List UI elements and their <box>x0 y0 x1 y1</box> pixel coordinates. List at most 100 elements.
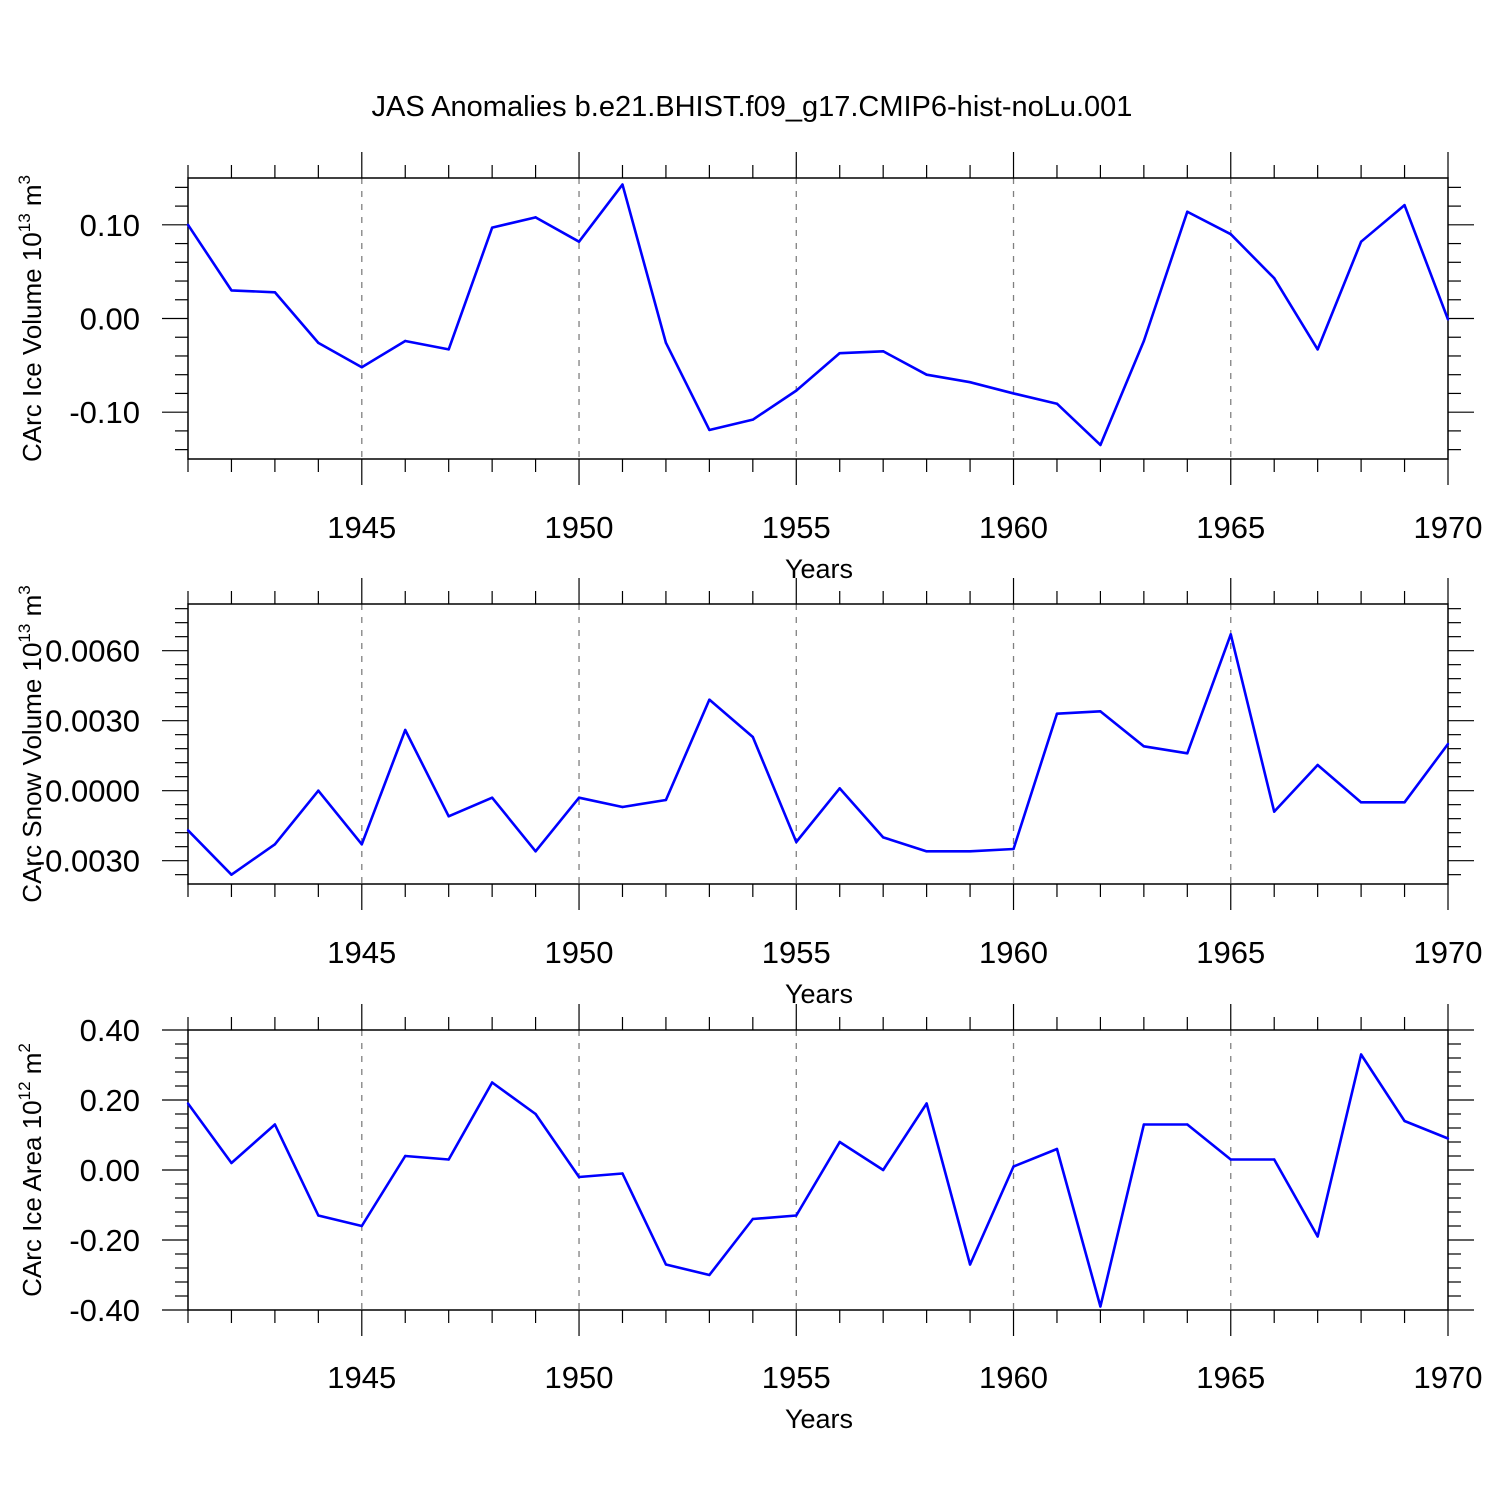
data-point-1959 <box>968 850 972 853</box>
data-points <box>186 183 1450 447</box>
data-point-1964 <box>1186 210 1189 213</box>
y-axis-label-exponent: 13 <box>15 624 34 643</box>
data-point-1963 <box>1142 745 1146 748</box>
y-tick-label: 0.00 <box>80 1153 140 1188</box>
data-point-1954 <box>751 735 755 739</box>
y-axis-label-exponent: 13 <box>15 213 34 232</box>
data-point-1945 <box>360 843 363 846</box>
y-axis-label-exponent: 12 <box>15 1081 34 1100</box>
data-point-1961 <box>1055 712 1059 715</box>
data-point-1960 <box>1012 847 1015 851</box>
y-ticks <box>162 186 1474 451</box>
y-axis-label-unit: m <box>17 1053 47 1082</box>
data-point-1968 <box>1359 240 1363 243</box>
x-axis-label: Years <box>785 1404 853 1434</box>
data-point-1970 <box>1446 1137 1450 1140</box>
data-points <box>186 1053 1450 1308</box>
data-point-1952 <box>664 341 668 345</box>
y-tick-label: 0.0000 <box>45 774 140 809</box>
data-point-1969 <box>1403 1119 1406 1123</box>
data-point-1967 <box>1316 763 1319 767</box>
y-axis-label: CArc Ice Volume 1013 m3 <box>15 175 47 462</box>
data-point-1955 <box>795 389 798 392</box>
data-point-1953 <box>708 428 711 432</box>
data-point-1952 <box>664 798 668 802</box>
y-tick-label: -0.40 <box>69 1293 140 1328</box>
figure-title: JAS Anomalies b.e21.BHIST.f09_g17.CMIP6-… <box>372 91 1133 123</box>
y-axis-label: CArc Ice Area 1012 m2 <box>15 1043 47 1297</box>
x-ticks <box>187 1004 1449 1336</box>
data-point-1955 <box>795 1214 798 1217</box>
data-point-1961 <box>1055 402 1059 405</box>
y-axis-label-unit: m <box>17 184 47 213</box>
x-tick-label: 1950 <box>545 935 614 970</box>
data-point-1942 <box>230 289 233 292</box>
data-point-1960 <box>1012 1165 1015 1168</box>
data-point-1941 <box>186 829 190 832</box>
data-point-1944 <box>317 789 320 792</box>
x-tick-label: 1955 <box>762 510 831 545</box>
data-point-1943 <box>273 1123 277 1126</box>
data-point-1952 <box>664 1263 668 1266</box>
data-point-1957 <box>881 1168 885 1172</box>
y-tick-label: -0.0030 <box>35 844 140 879</box>
x-tick-label: 1960 <box>979 510 1048 545</box>
data-point-1950 <box>577 1175 581 1179</box>
data-point-1947 <box>447 1158 450 1161</box>
data-point-1956 <box>838 1140 841 1144</box>
data-point-1964 <box>1186 752 1189 755</box>
y-tick-label: 0.0060 <box>45 634 140 669</box>
data-point-1970 <box>1446 318 1450 321</box>
x-tick-label: 1970 <box>1414 1360 1483 1395</box>
x-tick-label: 1965 <box>1196 935 1265 970</box>
data-point-1951 <box>621 805 624 809</box>
data-point-1958 <box>925 850 928 853</box>
data-point-1967 <box>1316 1235 1319 1238</box>
y-tick-label: 0.00 <box>80 302 140 337</box>
data-point-1958 <box>925 373 928 376</box>
x-axis-label: Years <box>785 979 853 1009</box>
data-point-1959 <box>968 380 972 384</box>
data-point-1965 <box>1229 633 1232 636</box>
panel-3: -0.40 -0.20 0.00 0.20 0.40 1945 1950 1955 1960 19… <box>15 1004 1482 1434</box>
data-point-1967 <box>1316 348 1319 351</box>
data-point-1943 <box>273 843 277 846</box>
x-ticks <box>187 152 1449 485</box>
y-tick-label: -0.10 <box>69 395 140 430</box>
y-axis-label: CArc Snow Volume 1013 m3 <box>15 585 47 902</box>
data-point-1956 <box>838 351 841 355</box>
data-point-1962 <box>1099 710 1102 713</box>
x-tick-label: 1945 <box>327 510 396 545</box>
data-point-1962 <box>1099 1305 1102 1308</box>
y-tick-label: 0.40 <box>80 1013 140 1048</box>
x-tick-label: 1965 <box>1196 1360 1265 1395</box>
y-tick-label: 0.0030 <box>45 704 140 739</box>
x-tick-label: 1970 <box>1414 510 1483 545</box>
y-axis-label-unit-exponent: 3 <box>15 175 34 184</box>
data-point-1948 <box>490 226 494 229</box>
y-tick-label: 0.10 <box>80 208 140 243</box>
data-point-1941 <box>186 1102 190 1105</box>
data-point-1963 <box>1142 339 1146 343</box>
data-point-1946 <box>404 339 407 343</box>
x-tick-label: 1960 <box>979 1360 1048 1395</box>
data-point-1966 <box>1273 810 1276 813</box>
data-point-1942 <box>230 873 233 876</box>
data-point-1953 <box>708 698 711 701</box>
panel-2: -0.0030 0.0000 0.0030 0.0060 1945 1950 1955 196… <box>15 578 1482 1009</box>
series-line <box>187 633 1450 876</box>
data-point-1953 <box>708 1273 711 1277</box>
data-point-1942 <box>230 1161 233 1165</box>
data-point-1946 <box>404 1154 407 1158</box>
y-axis-label-unit-exponent: 3 <box>15 585 34 594</box>
x-tick-label: 1950 <box>545 510 614 545</box>
data-point-1948 <box>490 796 494 799</box>
data-point-1969 <box>1403 203 1406 207</box>
data-point-1945 <box>360 366 363 369</box>
data-point-1956 <box>838 787 841 790</box>
data-point-1954 <box>751 418 755 421</box>
data-point-1969 <box>1403 801 1406 804</box>
y-ticks <box>162 608 1474 876</box>
y-axis-label-unit-exponent: 2 <box>15 1043 34 1052</box>
x-tick-label: 1945 <box>327 935 396 970</box>
